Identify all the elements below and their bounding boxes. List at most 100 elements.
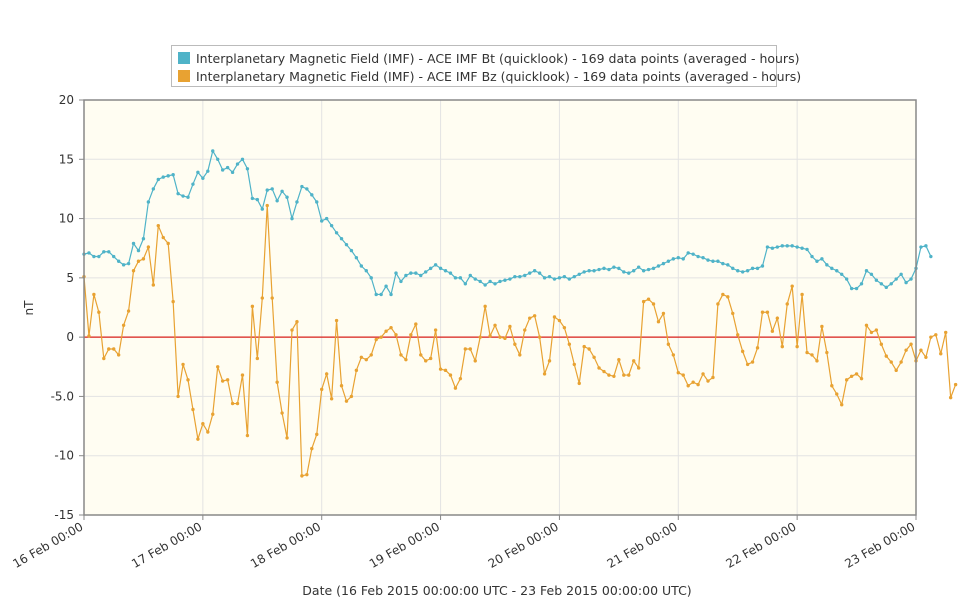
data-point [602,369,606,374]
data-point [557,318,562,323]
data-point [909,277,913,281]
data-point [112,347,116,351]
data-point [681,373,685,377]
data-point [557,276,562,280]
data-point [220,168,225,172]
plot-background [84,100,916,515]
data-point [87,251,91,255]
data-point [166,241,170,246]
data-point [448,373,453,377]
data-point [904,348,908,352]
data-point [211,412,215,416]
data-point [716,259,720,263]
data-point [171,299,175,304]
data-point [597,267,601,272]
data-point [755,346,760,350]
data-point [255,197,260,202]
data-point [879,342,884,346]
data-point [483,283,487,287]
data-point [617,266,621,271]
data-point [661,311,666,316]
data-point [790,284,794,288]
data-point [349,394,354,399]
data-point [428,266,433,271]
data-point [438,266,443,271]
data-point [384,284,388,288]
data-point [641,299,646,304]
y-tick-label: 5 [66,271,74,285]
data-point [369,276,373,280]
data-point [141,257,146,261]
x-tick-label: 17 Feb 00:00 [129,519,204,570]
data-point [290,216,294,221]
data-point [825,350,829,355]
data-point [805,350,809,355]
data-point [924,355,928,359]
data-point [235,401,240,406]
data-point [270,187,274,191]
data-point [523,273,527,278]
data-point [107,250,111,254]
data-point [755,266,760,271]
x-tick-label: 22 Feb 00:00 [723,519,798,570]
data-point [854,286,859,291]
data-point [324,216,329,221]
data-point [869,330,874,335]
data-point [433,263,438,267]
data-point [230,170,235,175]
y-tick-label: 10 [59,212,74,226]
data-point [859,282,864,286]
series-layer [82,149,958,478]
data-point [745,362,750,367]
data-point [785,302,789,306]
data-point [582,344,586,349]
data-point [211,149,215,153]
data-point [681,257,685,261]
data-point [121,263,126,267]
data-point [320,387,324,392]
data-point [770,246,775,250]
data-point [245,433,250,438]
data-point [285,436,289,440]
data-point [622,373,626,377]
data-point [206,430,210,434]
data-point [696,382,700,387]
data-point [736,269,740,273]
x-tick-label: 21 Feb 00:00 [605,519,680,570]
data-point [116,353,121,357]
data-point [156,223,160,228]
data-point [805,247,809,252]
legend-item-bz[interactable]: Interplanetary Magnetic Field (IMF) - AC… [178,67,801,85]
y-axis-ticks: 20 15 10 5 0 -5.0 -10 -15 [51,93,84,522]
data-point [220,379,225,383]
data-point [121,323,126,327]
data-point [176,191,180,196]
data-point [844,378,849,382]
data-point [518,274,522,279]
data-point [344,399,349,403]
legend-label-bz: Interplanetary Magnetic Field (IMF) - AC… [196,68,802,84]
data-point [760,310,765,314]
data-point [765,245,770,249]
data-point [186,195,190,199]
data-point [651,266,656,271]
y-axis-label: nT [22,300,36,316]
data-point [379,335,383,339]
data-point [196,170,200,175]
data-point [443,368,448,373]
data-point [602,266,606,271]
data-point [225,165,230,170]
data-point [389,325,393,330]
data-point [636,366,641,370]
data-point [919,348,923,352]
data-point [344,242,349,247]
data-point [394,333,398,337]
data-point [552,315,557,319]
data-point [691,252,695,256]
legend[interactable]: Interplanetary Magnetic Field (IMF) - AC… [171,45,801,87]
legend-item-bt[interactable]: Interplanetary Magnetic Field (IMF) - AC… [178,49,799,67]
data-point [473,277,477,281]
data-point [542,276,547,280]
data-point [646,267,651,272]
